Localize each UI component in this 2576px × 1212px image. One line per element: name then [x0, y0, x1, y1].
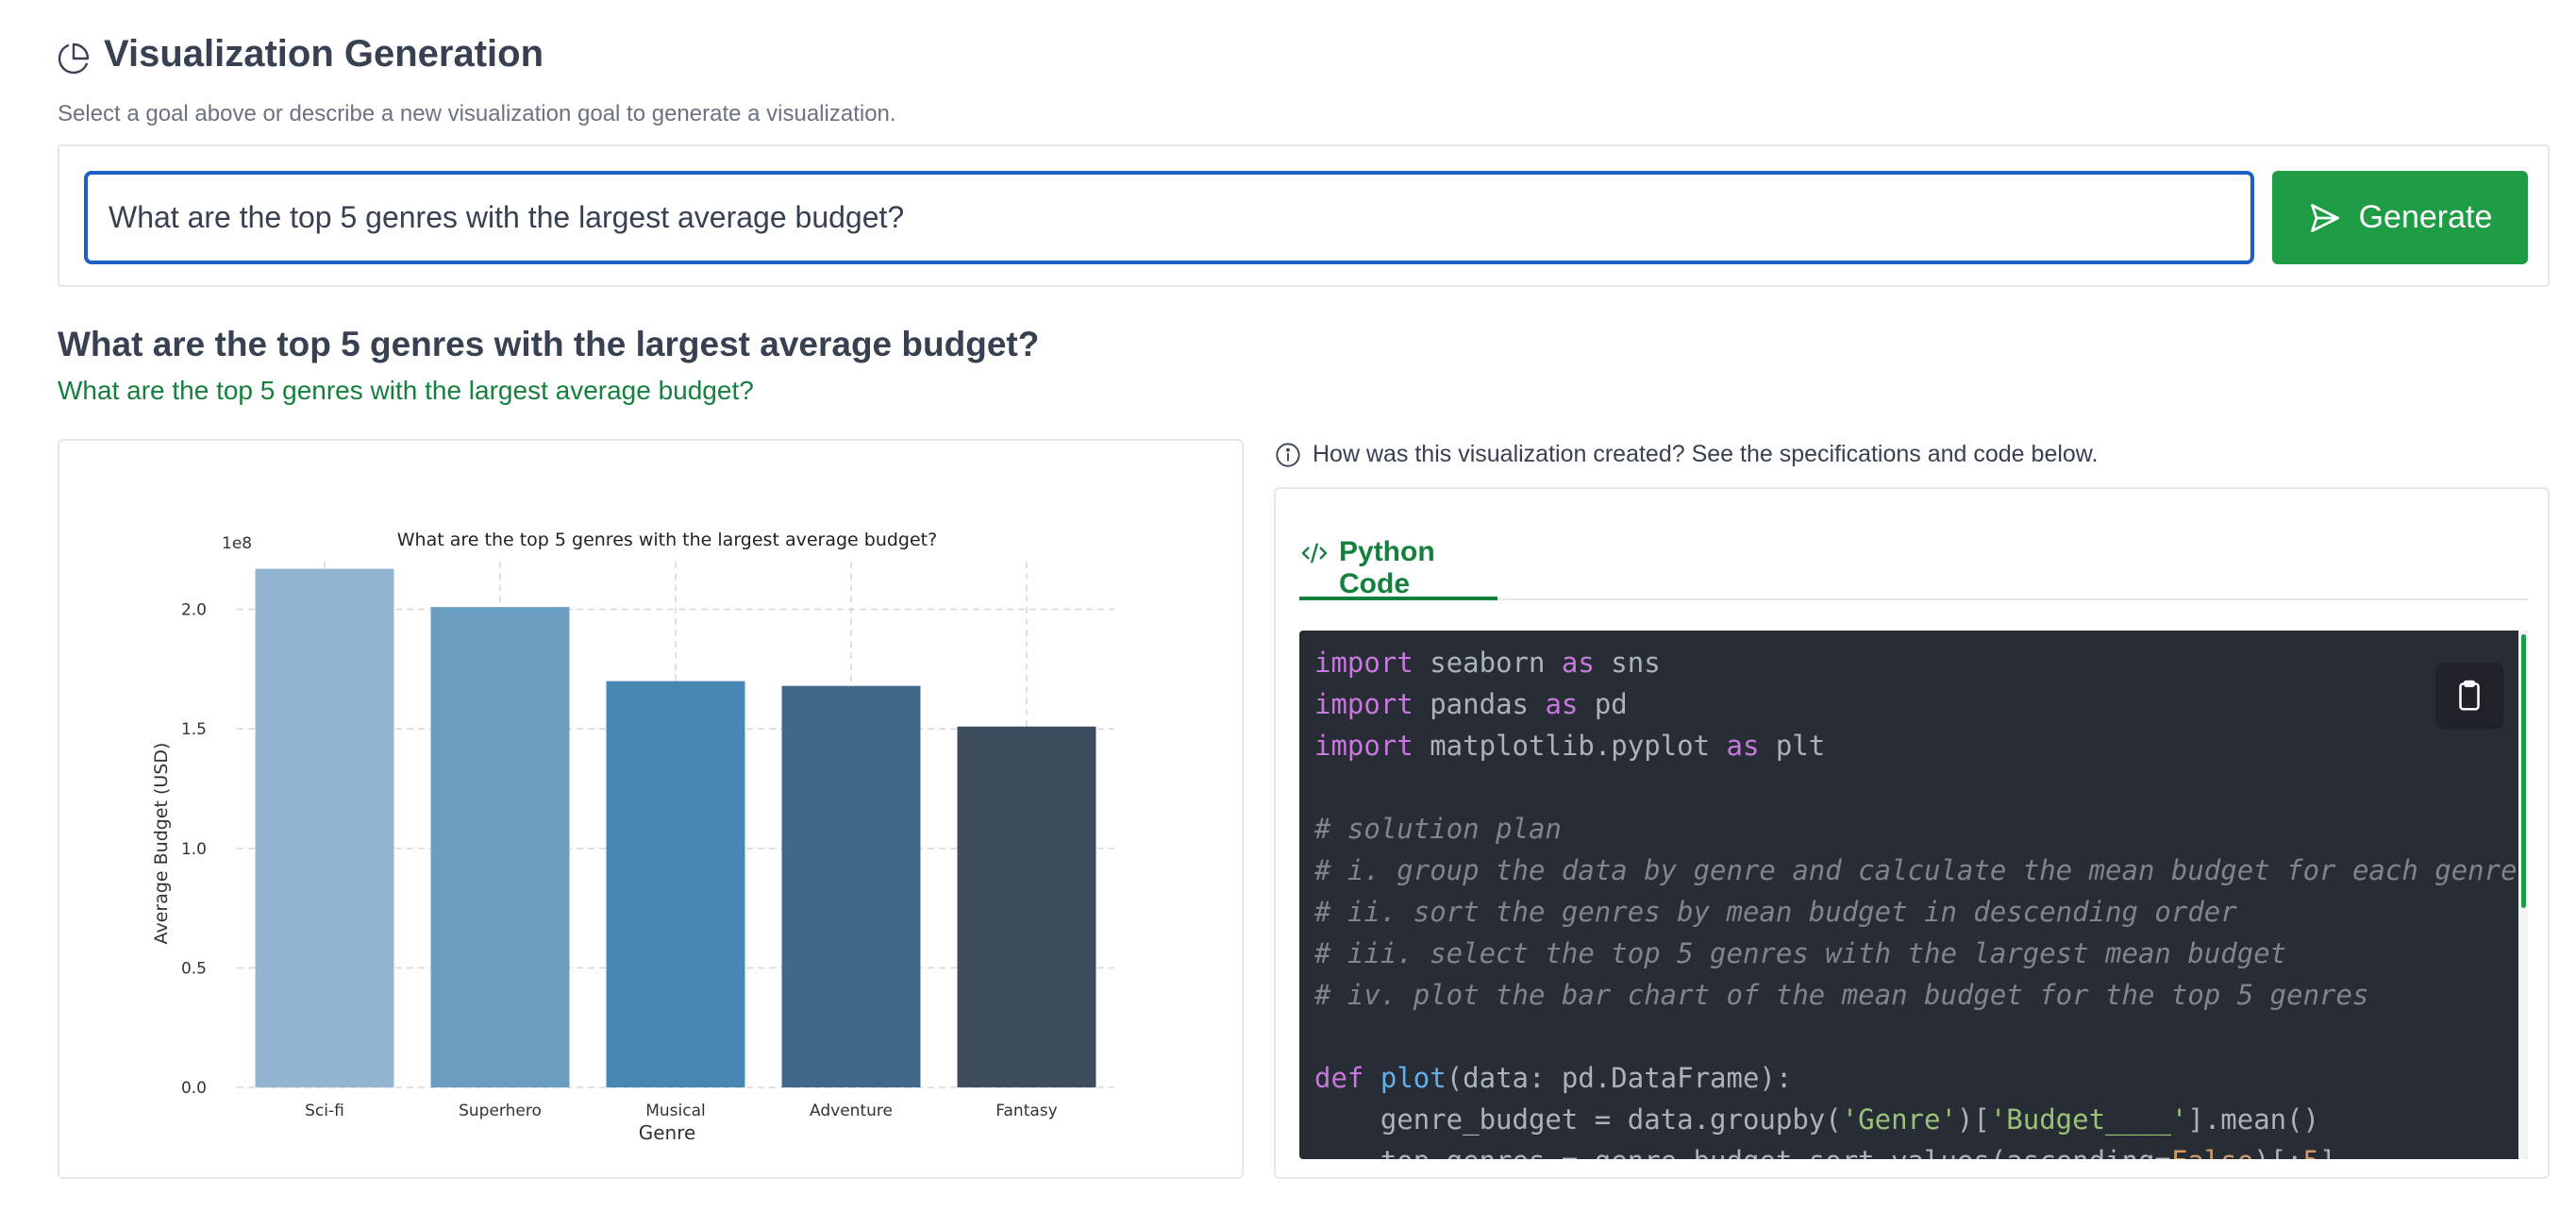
visualization-title: What are the top 5 genres with the large…: [58, 325, 1040, 363]
copy-code-button[interactable]: [2435, 663, 2503, 729]
code-line: # iv. plot the bar chart of the mean bud…: [1314, 979, 2369, 1011]
y-tick-label: 1.0: [181, 840, 207, 859]
x-tick-label: Musical: [645, 1102, 706, 1120]
x-tick-label: Fantasy: [995, 1102, 1057, 1120]
page-title: Visualization Generation: [104, 32, 544, 75]
page-subtitle: Select a goal above or describe a new vi…: [58, 101, 896, 126]
info-text: How was this visualization created? See …: [1313, 441, 2099, 467]
bar-chart: 0.0 0.5 1.0 1.5 2.0 Sci-fi Superhero Musical Adv…: [151, 530, 1114, 1144]
y-tick-label: 0.0: [181, 1079, 207, 1098]
code-icon: [1299, 538, 1330, 568]
chart-panel: 0.0 0.5 1.0 1.5 2.0 Sci-fi Superhero Musical Adv…: [58, 439, 1244, 1179]
generate-button[interactable]: Generate: [2272, 171, 2528, 264]
info-line: How was this visualization created? See …: [1275, 441, 2098, 468]
y-tick-label: 0.5: [181, 959, 207, 978]
y-axis-label: Average Budget (USD): [151, 743, 172, 945]
y-tick-label: 1.5: [181, 720, 207, 739]
code-scrollbar-thumb[interactable]: [2521, 634, 2526, 908]
chart-title: What are the top 5 genres with the large…: [397, 530, 937, 550]
generate-button-label: Generate: [2358, 199, 2493, 235]
code-lines: import seaborn as sns import pandas as pd…: [1314, 642, 2517, 1159]
code-line: def plot(data: pd.DataFrame):: [1314, 1062, 1793, 1094]
code-line: # iii. select the top 5 genres with the …: [1314, 937, 2287, 969]
code-scrollbar[interactable]: [2518, 631, 2528, 1159]
code-line: [1314, 1016, 2517, 1057]
goal-input[interactable]: [84, 171, 2254, 264]
code-line: top_genres = genre_budget.sort_values(as…: [1314, 1140, 2517, 1159]
code-line: [1314, 766, 2517, 808]
info-icon: [1275, 442, 1301, 468]
tab-python-code-label: Python Code: [1339, 536, 1435, 599]
code-line: import seaborn as sns: [1314, 647, 1661, 679]
x-axis-label: Genre: [639, 1121, 696, 1144]
send-icon: [2308, 201, 2342, 235]
code-panel: Python Code import seaborn as sns import …: [1274, 487, 2550, 1179]
clipboard-icon: [2451, 678, 2487, 714]
tab-bar: Python Code: [1299, 489, 2528, 600]
code-line: import matplotlib.pyplot as plt: [1314, 730, 1826, 762]
x-tick-label: Adventure: [810, 1102, 893, 1120]
bar-superhero: [430, 607, 570, 1087]
bar-musical: [606, 681, 745, 1087]
code-line: genre_budget = data.groupby('Genre')['Bu…: [1314, 1103, 2320, 1136]
x-tick-label: Sci-fi: [305, 1102, 344, 1120]
visualization-subtitle: What are the top 5 genres with the large…: [58, 376, 754, 405]
code-line: # ii. sort the genres by mean budget in …: [1314, 896, 2237, 928]
bar-adventure: [781, 685, 921, 1087]
goal-input-panel: Generate: [58, 144, 2550, 287]
x-tick-label: Superhero: [459, 1102, 542, 1120]
bar-fantasy: [957, 726, 1096, 1087]
pie-chart-icon: [57, 42, 91, 76]
y-offset-label: 1e8: [222, 534, 252, 553]
code-line: # i. group the data by genre and calcula…: [1314, 854, 2517, 886]
code-line: # solution plan: [1314, 813, 1562, 845]
y-tick-label: 2.0: [181, 601, 207, 620]
tab-python-code[interactable]: Python Code: [1299, 536, 1497, 600]
code-line: import pandas as pd: [1314, 688, 1628, 720]
code-block[interactable]: import seaborn as sns import pandas as pd…: [1299, 631, 2528, 1159]
page-header: Visualization Generation: [57, 32, 544, 76]
bar-sci-fi: [255, 568, 394, 1087]
